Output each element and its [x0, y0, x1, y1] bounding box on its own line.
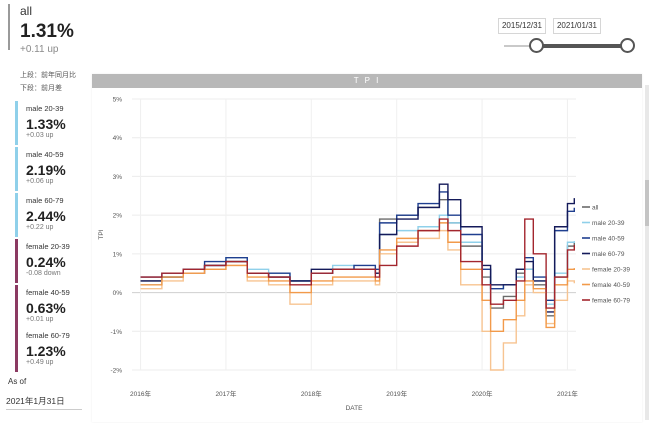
- headline-label: all: [20, 4, 33, 18]
- card-value: 2.44%: [26, 208, 66, 224]
- x-tick-label: 2021年: [557, 389, 578, 398]
- legend-label: male 20-39: [592, 220, 625, 227]
- card-label: male 20-39: [26, 104, 64, 113]
- scrollbar-thumb[interactable]: [645, 180, 649, 226]
- series-line-male-40-59: [140, 191, 575, 302]
- card-male-60-79: male 60-79 2.44% +0.22 up: [15, 193, 88, 237]
- headline-kpi: all 1.31% +0.11 up: [8, 4, 100, 55]
- chart-axes: 5% 4% 3% 2% 1% 0% -1% -2% 2016年 2017年 2018年 2019年 20…: [98, 97, 578, 413]
- as-of-date: 2021年1月31日: [6, 393, 82, 410]
- y-tick-label: 5%: [113, 97, 123, 104]
- headline-delta: +0.11 up: [20, 44, 59, 55]
- y-tick-label: 3%: [113, 174, 123, 181]
- card-delta: +0.49 up: [26, 359, 54, 366]
- legend-label: male 40-59: [592, 236, 625, 243]
- as-of-label: As of: [8, 377, 27, 386]
- x-axis-label: DATE: [346, 405, 364, 412]
- card-male-20-39: male 20-39 1.33% +0.03 up: [15, 101, 88, 145]
- note-upper: 上段：前年同月比: [20, 72, 76, 79]
- y-axis-label: TPI: [98, 229, 105, 239]
- card-delta: +0.03 up: [26, 132, 54, 139]
- card-label: female 20-39: [26, 242, 70, 251]
- start-date-input[interactable]: 2015/12/31: [498, 18, 546, 34]
- end-slider-handle[interactable]: [620, 38, 635, 53]
- series-line-male-20-39: [140, 214, 575, 305]
- series-line-female-40-59: [140, 222, 575, 332]
- card-label: female 40-59: [26, 288, 70, 297]
- x-tick-label: 2018年: [301, 389, 322, 398]
- chart-panel: [92, 74, 642, 422]
- card-value: 0.63%: [26, 300, 66, 316]
- legend-label: female 60-79: [592, 298, 630, 305]
- y-tick-label: -1%: [110, 329, 122, 336]
- start-slider-handle[interactable]: [529, 38, 544, 53]
- card-label: female 60-79: [26, 331, 70, 340]
- card-delta: -0.08 down: [26, 270, 61, 277]
- y-tick-label: 0%: [113, 290, 123, 297]
- end-date-input[interactable]: 2021/01/31: [553, 18, 601, 34]
- card-label: male 60-79: [26, 196, 64, 205]
- card-value: 0.24%: [26, 254, 66, 270]
- series-line-all: [140, 198, 575, 317]
- card-female-20-39: female 20-39 0.24% -0.08 down: [15, 239, 88, 283]
- date-slider-range: [537, 44, 628, 48]
- card-delta: +0.06 up: [26, 178, 54, 185]
- headline-value: 1.31%: [20, 21, 74, 42]
- legend-label: female 40-59: [592, 282, 630, 289]
- y-tick-label: 2%: [113, 213, 123, 220]
- legend-label: male 60-79: [592, 251, 625, 258]
- card-value: 1.23%: [26, 343, 66, 359]
- chart-legend: all male 20-39 male 40-59 male 60-79 female …: [582, 205, 630, 305]
- legend-label: all: [592, 205, 599, 212]
- x-tick-label: 2020年: [472, 389, 493, 398]
- chart-title: T P I: [92, 74, 642, 88]
- card-delta: +0.22 up: [26, 224, 54, 231]
- y-tick-label: 4%: [113, 135, 123, 142]
- x-tick-label: 2017年: [215, 389, 236, 398]
- y-tick-label: -2%: [110, 368, 122, 375]
- card-female-60-79: female 60-79 1.23% +0.49 up: [15, 328, 88, 372]
- scrollbar[interactable]: [645, 85, 649, 420]
- y-tick-label: 1%: [113, 251, 123, 258]
- card-male-40-59: male 40-59 2.19% +0.06 up: [15, 147, 88, 191]
- card-label: male 40-59: [26, 150, 64, 159]
- x-tick-label: 2019年: [386, 389, 407, 398]
- x-tick-label: 2016年: [130, 389, 151, 398]
- card-delta: +0.01 up: [26, 316, 54, 323]
- card-value: 1.33%: [26, 116, 66, 132]
- legend-label: female 20-39: [592, 267, 630, 274]
- card-value: 2.19%: [26, 162, 66, 178]
- card-female-40-59: female 40-59 0.63% +0.01 up: [15, 285, 88, 329]
- chart-series: [140, 183, 575, 371]
- note-lower: 下段：前月差: [20, 85, 62, 92]
- series-line-female-60-79: [140, 218, 575, 309]
- chart-grid: [132, 98, 576, 371]
